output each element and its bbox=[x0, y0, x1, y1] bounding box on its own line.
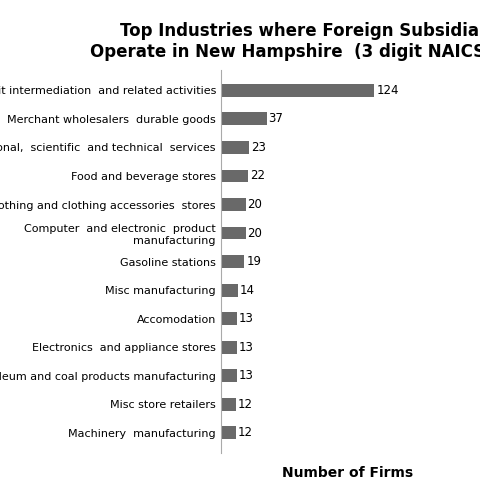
Text: 20: 20 bbox=[247, 198, 262, 211]
Text: 12: 12 bbox=[238, 426, 252, 439]
Text: 12: 12 bbox=[238, 398, 252, 411]
Bar bbox=[221, 427, 236, 439]
Text: 23: 23 bbox=[251, 141, 266, 154]
Bar bbox=[221, 398, 236, 410]
Bar bbox=[221, 141, 249, 154]
Bar bbox=[221, 284, 238, 296]
Text: 20: 20 bbox=[247, 226, 262, 239]
Bar bbox=[221, 312, 237, 325]
Bar bbox=[221, 113, 266, 125]
Text: 22: 22 bbox=[250, 170, 265, 183]
Bar bbox=[221, 341, 237, 354]
Text: 19: 19 bbox=[246, 255, 261, 268]
Bar bbox=[221, 198, 246, 211]
Text: 13: 13 bbox=[239, 341, 253, 354]
Text: 14: 14 bbox=[240, 284, 255, 297]
Text: 37: 37 bbox=[268, 112, 283, 125]
Bar bbox=[221, 84, 374, 97]
Text: Number of Firms: Number of Firms bbox=[282, 466, 413, 480]
Text: 13: 13 bbox=[239, 369, 253, 382]
Text: 124: 124 bbox=[376, 84, 399, 97]
Title: Top Industries where Foreign Subsidiaries
Operate in New Hampshire  (3 digit NAI: Top Industries where Foreign Subsidiarie… bbox=[90, 22, 480, 60]
Bar bbox=[221, 255, 244, 268]
Bar bbox=[221, 227, 246, 239]
Text: 13: 13 bbox=[239, 312, 253, 325]
Bar bbox=[221, 369, 237, 382]
Bar bbox=[221, 170, 248, 183]
